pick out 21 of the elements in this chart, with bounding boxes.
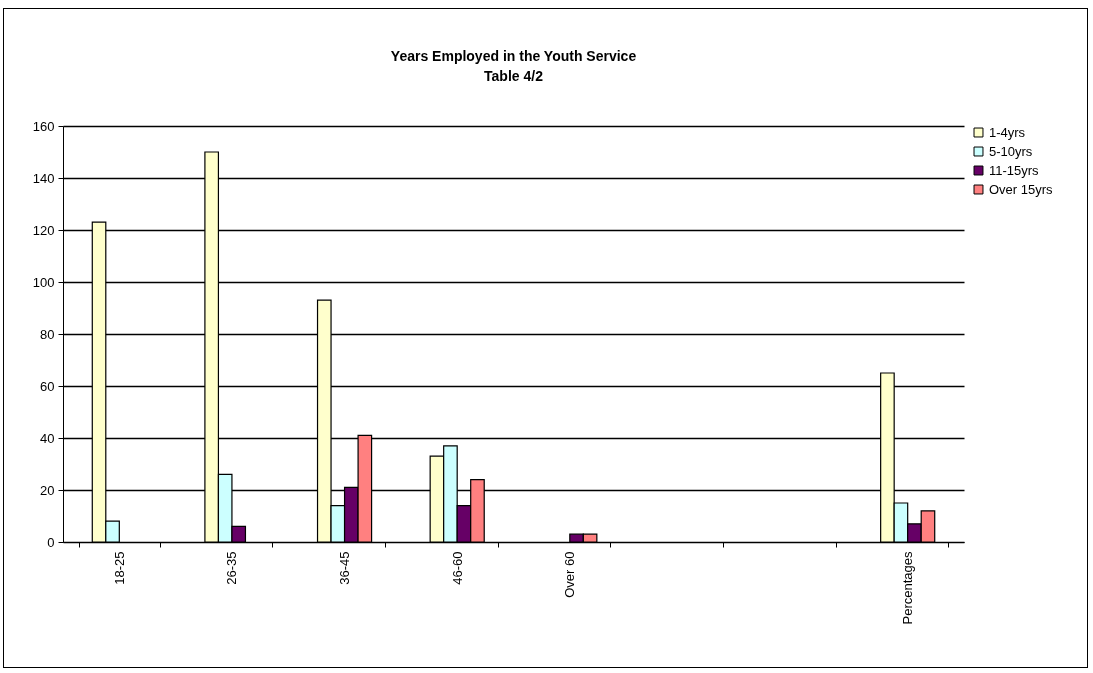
y-tick-label: 100 [32, 274, 55, 290]
legend-label: 5-10yrs [989, 143, 1033, 159]
y-tick-label: 160 [32, 118, 55, 134]
chart-subtitle: Table 4/2 [484, 68, 544, 84]
y-tick-label: 140 [32, 170, 55, 186]
legend-label: 1-4yrs [989, 124, 1026, 140]
x-tick-label: 18-25 [111, 551, 127, 585]
x-tick-label: 36-45 [337, 551, 353, 585]
x-tick-label: 46-60 [449, 551, 465, 585]
y-tick-label: 20 [40, 482, 55, 498]
x-tick-label: Percentages [900, 551, 916, 625]
y-tick-label: 0 [47, 534, 55, 550]
y-tick-label: 60 [40, 378, 55, 394]
y-tick-label: 80 [40, 326, 55, 342]
legend-label: Over 15yrs [989, 181, 1054, 197]
y-tick-label: 120 [32, 222, 55, 238]
legend-label: 11-15yrs [989, 162, 1040, 178]
x-tick-label: 26-35 [224, 551, 240, 585]
chart-title: Years Employed in the Youth Service [390, 48, 637, 64]
x-tick-label: Over 60 [562, 551, 578, 598]
y-tick-label: 40 [40, 430, 55, 446]
